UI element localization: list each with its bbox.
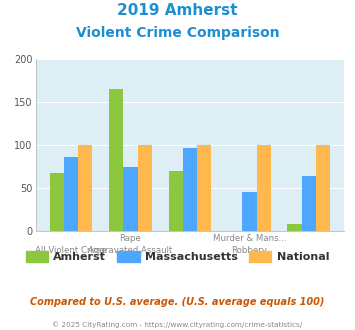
Bar bbox=[197, 145, 211, 231]
Bar bbox=[288, 224, 302, 231]
Text: Compared to U.S. average. (U.S. average equals 100): Compared to U.S. average. (U.S. average … bbox=[30, 297, 325, 307]
Bar bbox=[64, 157, 78, 231]
Text: © 2025 CityRating.com - https://www.cityrating.com/crime-statistics/: © 2025 CityRating.com - https://www.city… bbox=[53, 322, 302, 328]
Bar bbox=[109, 89, 123, 231]
Bar bbox=[138, 145, 152, 231]
Bar bbox=[302, 176, 316, 231]
Bar bbox=[50, 173, 64, 231]
Bar bbox=[78, 145, 92, 231]
Legend: Amherst, Massachusetts, National: Amherst, Massachusetts, National bbox=[21, 247, 334, 267]
Text: Violent Crime Comparison: Violent Crime Comparison bbox=[76, 26, 279, 40]
Bar bbox=[183, 148, 197, 231]
Bar bbox=[242, 191, 257, 231]
Text: 2019 Amherst: 2019 Amherst bbox=[117, 3, 238, 18]
Bar bbox=[169, 171, 183, 231]
Bar bbox=[257, 145, 271, 231]
Bar bbox=[316, 145, 330, 231]
Bar bbox=[123, 167, 138, 231]
